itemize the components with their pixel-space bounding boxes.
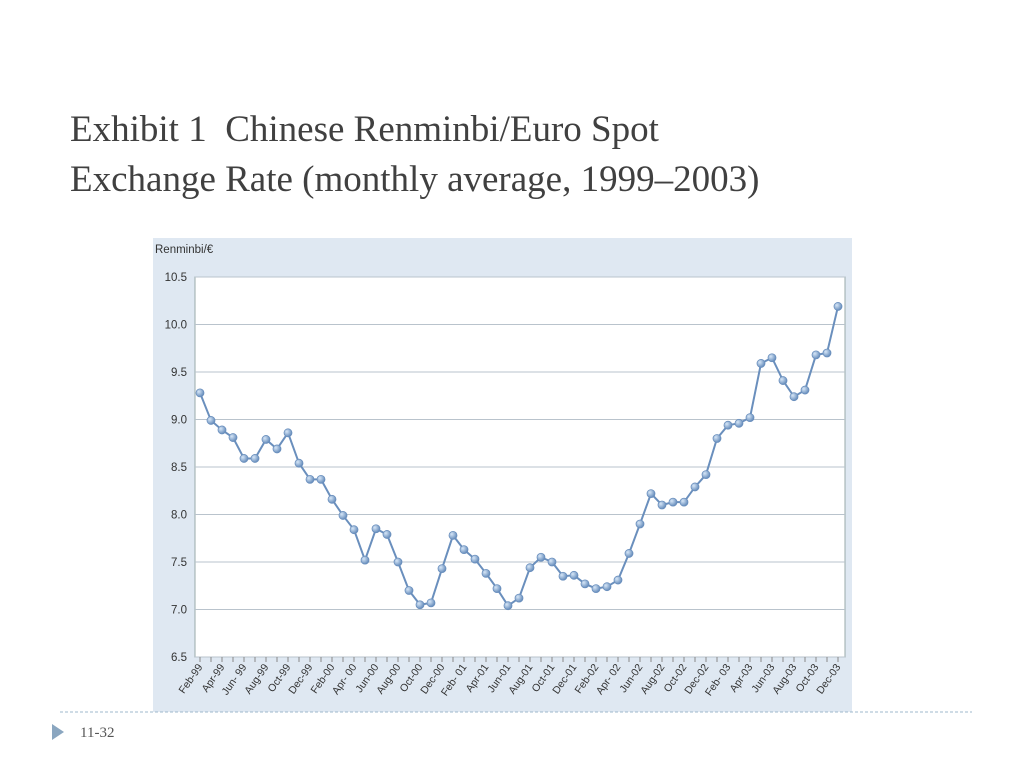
- data-point: [327, 494, 337, 504]
- y-axis-label: Renminbi/€: [155, 244, 214, 256]
- y-tick-label: 9.0: [171, 415, 187, 427]
- data-point: [294, 458, 304, 468]
- data-point: [437, 564, 447, 574]
- data-point: [734, 418, 744, 428]
- data-point: [613, 575, 623, 585]
- data-point: [514, 593, 524, 603]
- data-point: [569, 570, 579, 580]
- data-point: [679, 497, 689, 507]
- y-tick-label: 7.5: [171, 557, 187, 569]
- data-point: [492, 584, 502, 593]
- data-point: [657, 500, 667, 510]
- data-point: [195, 388, 205, 398]
- data-point: [503, 601, 513, 611]
- data-point: [349, 525, 359, 535]
- data-point: [591, 584, 601, 593]
- data-point: [261, 435, 271, 444]
- data-point: [338, 511, 348, 520]
- y-tick-label: 10.0: [165, 320, 187, 332]
- data-point: [426, 598, 436, 608]
- data-point: [635, 519, 645, 529]
- data-point: [525, 563, 535, 573]
- y-tick-label: 8.5: [171, 462, 187, 474]
- data-point: [470, 554, 480, 564]
- data-point: [272, 444, 282, 454]
- data-point: [360, 555, 370, 565]
- data-point: [382, 530, 392, 539]
- data-point: [547, 557, 557, 567]
- y-tick-label: 8.0: [171, 510, 187, 522]
- data-point: [393, 557, 403, 567]
- data-point: [305, 474, 315, 484]
- data-point: [558, 571, 568, 581]
- title-line: Exhibit 1 Chinese Renminbi/Euro Spot: [70, 109, 660, 150]
- y-tick-label: 7.0: [171, 605, 187, 617]
- title-line: Exchange Rate (monthly average, 1999–200…: [70, 159, 759, 200]
- data-point: [712, 434, 722, 443]
- data-point: [404, 586, 414, 595]
- data-point: [459, 545, 469, 555]
- data-point: [745, 413, 755, 423]
- data-point: [701, 470, 711, 480]
- data-point: [481, 569, 491, 578]
- data-point: [217, 425, 227, 435]
- data-point: [646, 489, 656, 499]
- data-point: [811, 350, 821, 360]
- data-point: [690, 482, 700, 492]
- data-point: [767, 353, 777, 363]
- data-point: [415, 600, 425, 610]
- data-point: [228, 433, 238, 442]
- y-tick-label: 10.5: [165, 272, 187, 284]
- y-tick-label: 9.5: [171, 367, 187, 379]
- data-point: [283, 428, 293, 438]
- data-point: [800, 385, 810, 395]
- data-point: [822, 348, 832, 358]
- data-point: [723, 420, 733, 430]
- data-point: [624, 549, 634, 558]
- data-point: [206, 416, 216, 425]
- data-point: [250, 454, 260, 463]
- data-point: [668, 497, 678, 507]
- page-number: 11-32: [80, 725, 114, 741]
- data-point: [580, 579, 590, 589]
- data-point: [602, 582, 612, 592]
- bullet: [52, 724, 64, 740]
- y-tick-label: 6.5: [171, 652, 187, 664]
- data-point: [833, 302, 843, 311]
- data-point: [778, 376, 788, 385]
- data-point: [789, 392, 799, 402]
- data-point: [536, 552, 546, 562]
- data-point: [316, 474, 326, 484]
- data-point: [448, 531, 458, 540]
- data-point: [371, 524, 381, 534]
- data-point: [756, 359, 766, 368]
- data-point: [239, 454, 249, 463]
